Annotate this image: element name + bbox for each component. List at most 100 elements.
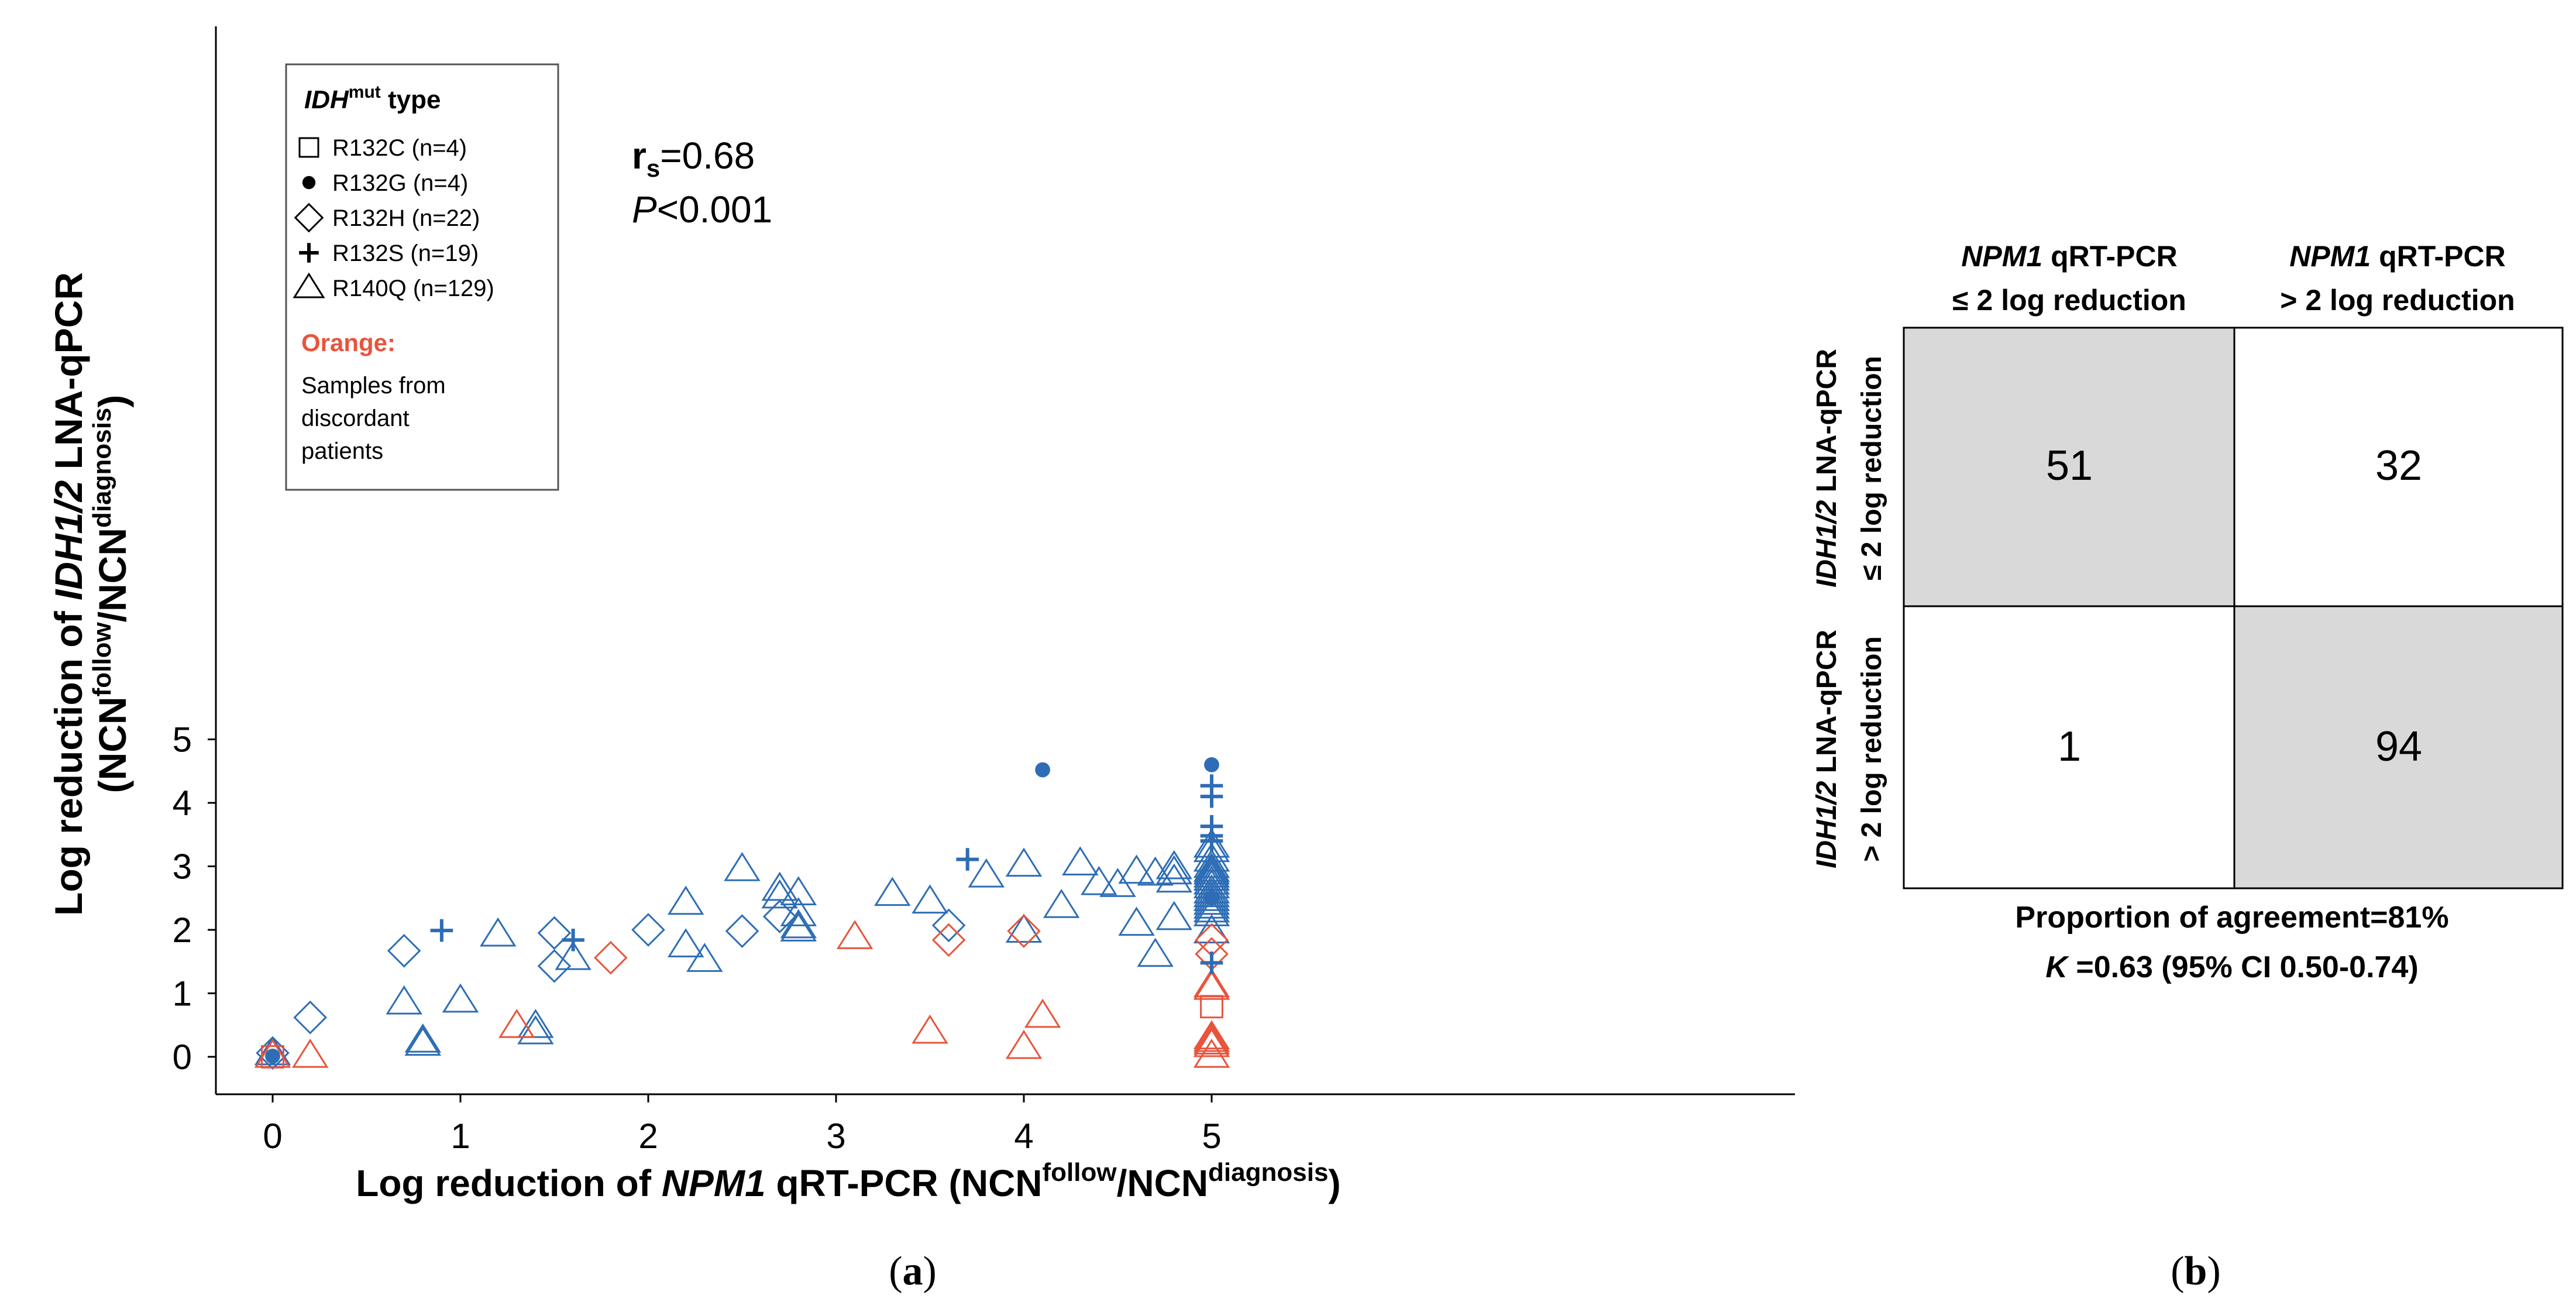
data-point-diamond [387, 934, 421, 968]
data-point-triangle [1193, 1028, 1230, 1057]
row-header-1-line1: IDH1/2 LNA-qPCR [1811, 349, 1842, 588]
data-point-triangle [780, 912, 817, 942]
data-point-triangle [1193, 970, 1230, 1000]
data-point-triangle [1193, 1038, 1230, 1068]
data-point-diamond [762, 899, 797, 934]
panel-label-a-letter: a [903, 1249, 923, 1294]
col-header-2-method: qRT-PCR [2371, 240, 2506, 273]
data-point-triangle [1193, 914, 1230, 944]
cell-value-2-2: 94 [2375, 723, 2422, 770]
rs-value: =0.68 [660, 135, 755, 177]
agreement-table-panel-b: NPM1 qRT-PCR ≤ 2 log reduction NPM1 qRT-… [1811, 240, 2564, 1294]
y-axis-title-pre: Log reduction of [47, 600, 90, 916]
row-header-1-gene: IDH1/2 [1811, 500, 1842, 588]
data-point-triangle [912, 884, 948, 914]
legend-marker-triangle [293, 272, 325, 298]
data-point-plus [430, 919, 453, 942]
data-point-triangle [686, 943, 723, 972]
scatter-panel-a: 0 1 2 3 4 5 0 1 2 3 4 5 Log reduction of IDH1/2 LNA… [47, 26, 1795, 1294]
y-axis-title: Log reduction of IDH1/2 LNA-qPCR [47, 272, 90, 916]
data-point-triangle [1193, 878, 1230, 908]
data-point-triangle [1118, 854, 1155, 884]
data-point-dot [1035, 762, 1050, 778]
p-value: <0.001 [657, 188, 773, 231]
data-point-triangle [442, 983, 479, 1013]
data-point-triangle [291, 1038, 329, 1068]
data-point-triangle [1155, 901, 1193, 930]
y-axis-title-sup1: follow [88, 622, 116, 697]
data-point-triangle [404, 1026, 442, 1056]
cell-2-2 [2233, 605, 2564, 889]
data-point-triangle [1005, 1029, 1043, 1059]
kappa-rest: =0.63 (95% CI 0.50-0.74) [2068, 950, 2419, 984]
data-point-triangle [780, 876, 817, 906]
legend-marker-plus [299, 243, 319, 263]
row-header-2-method: LNA-qPCR [1811, 630, 1842, 781]
data-point-diamond [931, 923, 966, 957]
data-point-triangle [386, 985, 422, 1015]
legend-label-square: R132C (n=4) [332, 135, 467, 161]
p-letter: P [632, 188, 657, 231]
rs-stat: rs=0.68 [632, 135, 755, 182]
x-axis-title-sup2: diagnosis [1208, 1158, 1328, 1187]
data-point-triangle [517, 1015, 554, 1045]
legend-label-diamond: R132H (n=22) [332, 205, 480, 231]
data-point-diamond [537, 916, 572, 950]
data-point-triangle [1024, 998, 1061, 1028]
data-points [254, 757, 1230, 1070]
y-axis-title-slash: /NCN [91, 528, 134, 622]
y-axis-title-close: ) [91, 395, 134, 408]
legend-label-plus: R132S (n=19) [332, 241, 479, 266]
data-point-dot [1204, 757, 1219, 772]
legend-box [285, 63, 559, 491]
data-point-triangle [780, 909, 817, 939]
x-axis-title: Log reduction of NPM1 qRT-PCR (NCNfollow… [356, 1158, 1340, 1204]
legend-marker-diamond [294, 202, 324, 233]
agreement-text: Proportion of agreement=81% [2015, 901, 2448, 935]
col-header-1-method: qRT-PCR [2042, 240, 2178, 273]
cell-2-1 [1903, 605, 2235, 889]
data-point-dot [265, 1049, 280, 1064]
y-axis-title-gene: IDH1/2 [47, 480, 90, 600]
kappa-text: K =0.63 (95% CI 0.50-0.74) [2045, 950, 2418, 984]
data-point-plus [1200, 785, 1223, 808]
rs-subscript: s [646, 154, 660, 182]
kappa-symbol: K [2045, 950, 2069, 984]
data-point-triangle [498, 1009, 535, 1038]
p-stat: P<0.001 [632, 188, 772, 231]
row-header-2-line1: IDH1/2 LNA-qPCR [1811, 630, 1842, 868]
data-point-triangle [404, 1023, 442, 1053]
col-header-2-gene: NPM1 [2289, 240, 2371, 273]
y-tick-label: 1 [173, 974, 192, 1014]
x-tick-label: 1 [450, 1117, 470, 1156]
panel-label-a: (a) [889, 1249, 937, 1294]
legend-title-rest: type [381, 85, 441, 114]
legend-entries: R132C (n=4) R132G (n=4) R132H (n=22) R132S … [293, 135, 494, 301]
col-header-2-line2: > 2 log reduction [2280, 284, 2515, 317]
row-header-2-gene: IDH1/2 [1811, 781, 1842, 868]
legend-note-line-2: discordant [301, 406, 410, 431]
x-axis-title-close: ) [1328, 1162, 1340, 1204]
col-header-1-gene: NPM1 [1961, 240, 2042, 273]
data-point-triangle [1193, 1022, 1230, 1052]
x-tick-label: 3 [826, 1117, 845, 1156]
x-tick-label: 4 [1014, 1117, 1033, 1156]
legend-label-triangle: R140Q (n=129) [332, 276, 494, 301]
x-tick-label: 0 [263, 1117, 282, 1156]
x-axis-title-mid: qRT-PCR (NCN [766, 1162, 1043, 1204]
data-point-dot [1204, 890, 1219, 906]
data-point-triangle [1193, 889, 1230, 919]
x-tick-label: 5 [1202, 1117, 1221, 1156]
data-point-triangle [874, 877, 911, 906]
data-point-plus [562, 929, 584, 951]
data-point-triangle [912, 1014, 948, 1044]
data-point-triangle [1081, 865, 1117, 895]
row-header-2-line2: > 2 log reduction [1856, 636, 1887, 861]
data-point-triangle [1155, 863, 1193, 893]
legend-note-line-3: patients [301, 438, 383, 464]
data-point-square [1200, 995, 1223, 1019]
data-point-diamond [293, 1000, 328, 1035]
legend-title-sup: mut [349, 83, 381, 102]
y-axis-title-ncn: (NCN [91, 696, 134, 793]
